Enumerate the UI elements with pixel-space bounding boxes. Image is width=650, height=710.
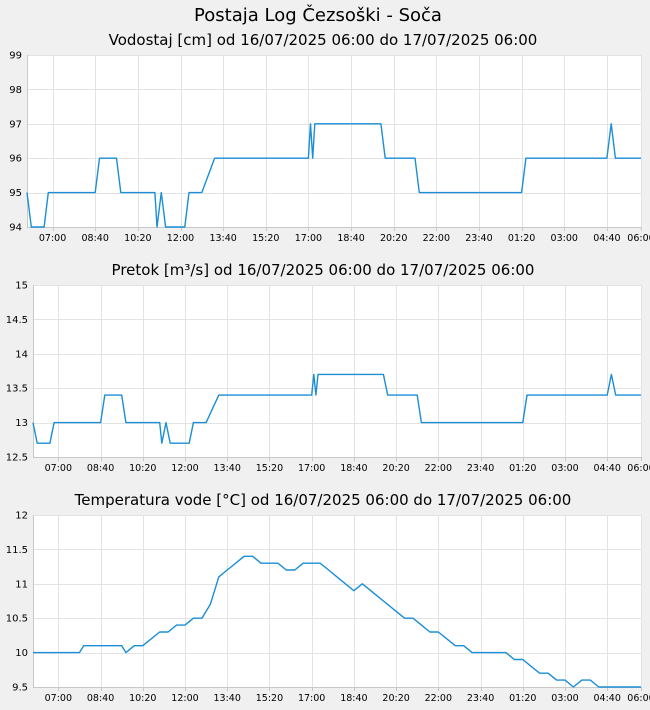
- discharge-xtick-label: 08:40: [87, 463, 114, 474]
- discharge-xtick-label: 22:00: [425, 463, 452, 474]
- water-level-plot-area: [27, 55, 641, 227]
- water-level-xtick-label: 04:40: [593, 233, 620, 244]
- water-temperature-plot-area: [33, 515, 641, 687]
- discharge-chart: Pretok [m³/s] od 16/07/2025 06:00 do 17/…: [6, 261, 650, 474]
- discharge-ytick-label: 15: [15, 281, 28, 292]
- water-level-ytick-label: 95: [9, 188, 22, 199]
- water-level-series-line: [26, 123, 641, 228]
- water-temperature-xtick-label: 18:40: [340, 693, 367, 704]
- page-title: Postaja Log Čezsoški - Soča: [194, 4, 442, 26]
- water-level-xtick-label: 18:40: [337, 233, 364, 244]
- discharge-series-line: [32, 373, 641, 444]
- discharge-xtick-label: 07:00: [45, 463, 72, 474]
- discharge-plot-area: [33, 285, 641, 457]
- water-temperature-xtick-label: 23:40: [467, 693, 494, 704]
- water-level-xtick-label: 20:20: [380, 233, 407, 244]
- discharge-xtick-label: 15:20: [256, 463, 283, 474]
- discharge-xtick-label: 03:00: [551, 463, 578, 474]
- water-temperature-chart: Temperatura vode [°C] od 16/07/2025 06:0…: [6, 491, 650, 704]
- water-level-xtick-label: 03:00: [551, 233, 578, 244]
- water-temperature-chart-title: Temperatura vode [°C] od 16/07/2025 06:0…: [74, 491, 572, 509]
- water-temperature-xtick-label: 13:40: [214, 693, 241, 704]
- water-temperature-series-line: [33, 555, 641, 688]
- discharge-xtick-label: 17:00: [298, 463, 325, 474]
- water-level-xtick-label: 13:40: [209, 233, 236, 244]
- discharge-xtick-label: 01:20: [509, 463, 536, 474]
- water-temperature-ytick-label: 11: [15, 579, 28, 590]
- discharge-ytick-label: 13.5: [6, 384, 28, 395]
- water-level-ytick-label: 97: [9, 119, 22, 130]
- discharge-xtick-label: 10:20: [129, 463, 156, 474]
- water-level-xtick-label: 10:20: [124, 233, 151, 244]
- discharge-ytick-label: 14: [15, 349, 28, 360]
- water-level-xtick-label: 06:00: [627, 233, 650, 244]
- water-level-ytick-label: 94: [9, 223, 22, 234]
- water-temperature-xtick-label: 17:00: [298, 693, 325, 704]
- water-level-xtick-label: 07:00: [39, 233, 66, 244]
- discharge-xtick-label: 23:40: [467, 463, 494, 474]
- water-temperature-xtick-label: 22:00: [425, 693, 452, 704]
- discharge-ytick-label: 13: [15, 418, 28, 429]
- water-temperature-ytick-label: 10.5: [6, 614, 28, 625]
- discharge-xtick-label: 04:40: [594, 463, 621, 474]
- water-temperature-xtick-label: 06:00: [627, 693, 650, 704]
- water-level-ytick-label: 99: [9, 51, 22, 62]
- water-temperature-ytick-label: 10: [15, 648, 28, 659]
- water-level-xtick-label: 22:00: [423, 233, 450, 244]
- discharge-ytick-label: 12.5: [6, 453, 28, 464]
- water-temperature-xtick-label: 04:40: [594, 693, 621, 704]
- water-level-xtick-label: 15:20: [252, 233, 279, 244]
- water-level-xtick-label: 17:00: [295, 233, 322, 244]
- water-temperature-xtick-label: 01:20: [509, 693, 536, 704]
- discharge-xtick-label: 06:00: [627, 463, 650, 474]
- water-level-ytick-label: 96: [9, 154, 22, 165]
- water-temperature-xtick-label: 08:40: [87, 693, 114, 704]
- discharge-xtick-label: 12:00: [171, 463, 198, 474]
- discharge-xtick-label: 13:40: [214, 463, 241, 474]
- water-temperature-ytick-label: 12: [15, 511, 28, 522]
- water-temperature-xtick-label: 07:00: [45, 693, 72, 704]
- discharge-xtick-label: 18:40: [340, 463, 367, 474]
- discharge-xtick-label: 20:20: [382, 463, 409, 474]
- water-level-xtick-label: 01:20: [508, 233, 535, 244]
- water-level-ytick-label: 98: [9, 85, 22, 96]
- water-level-xtick-label: 23:40: [465, 233, 492, 244]
- water-temperature-xtick-label: 03:00: [551, 693, 578, 704]
- water-temperature-xtick-label: 15:20: [256, 693, 283, 704]
- water-temperature-ytick-label: 9.5: [12, 683, 28, 694]
- discharge-ytick-label: 14.5: [6, 315, 28, 326]
- water-level-chart: Vodostaj [cm] od 16/07/2025 06:00 do 17/…: [9, 31, 650, 244]
- water-level-xtick-label: 12:00: [167, 233, 194, 244]
- water-temperature-xtick-label: 12:00: [171, 693, 198, 704]
- water-temperature-xtick-label: 10:20: [129, 693, 156, 704]
- water-level-xtick-label: 08:40: [82, 233, 109, 244]
- discharge-chart-title: Pretok [m³/s] od 16/07/2025 06:00 do 17/…: [112, 261, 535, 279]
- water-temperature-xtick-label: 20:20: [382, 693, 409, 704]
- water-temperature-ytick-label: 11.5: [6, 545, 28, 556]
- water-level-chart-title: Vodostaj [cm] od 16/07/2025 06:00 do 17/…: [109, 31, 538, 49]
